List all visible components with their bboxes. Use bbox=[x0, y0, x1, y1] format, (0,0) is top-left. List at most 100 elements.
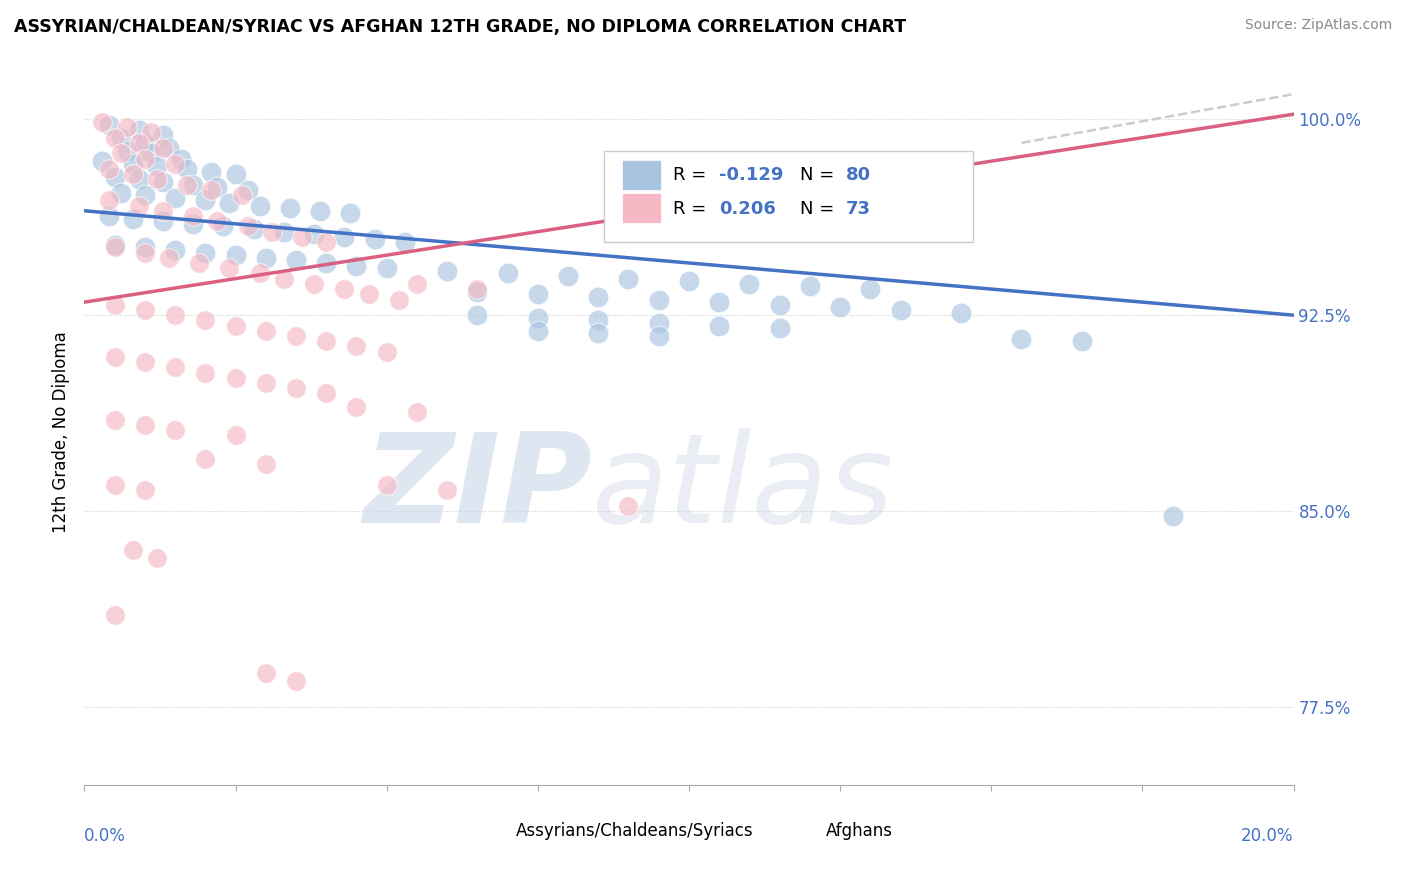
Point bbox=[309, 203, 332, 218]
Text: R =: R = bbox=[673, 200, 713, 218]
Text: Afghans: Afghans bbox=[825, 822, 893, 839]
Point bbox=[302, 227, 325, 242]
Point bbox=[950, 305, 973, 319]
Point bbox=[139, 126, 162, 140]
Text: 20.0%: 20.0% bbox=[1241, 827, 1294, 846]
Point bbox=[285, 253, 308, 268]
Point bbox=[91, 115, 114, 129]
Point bbox=[333, 230, 356, 244]
Point bbox=[799, 279, 821, 293]
Point bbox=[115, 144, 138, 158]
Point bbox=[165, 308, 187, 322]
Text: 80: 80 bbox=[846, 167, 872, 185]
Point bbox=[176, 161, 198, 176]
FancyBboxPatch shape bbox=[623, 193, 661, 223]
FancyBboxPatch shape bbox=[474, 822, 512, 840]
Point bbox=[194, 194, 217, 208]
Text: R =: R = bbox=[673, 167, 713, 185]
Point bbox=[225, 167, 247, 181]
Point bbox=[225, 428, 247, 442]
Point bbox=[357, 287, 380, 301]
Point bbox=[134, 245, 156, 260]
Point bbox=[496, 267, 519, 281]
Point bbox=[128, 123, 150, 137]
Point bbox=[121, 157, 143, 171]
Point bbox=[285, 329, 308, 343]
Point bbox=[527, 324, 550, 338]
Point bbox=[467, 308, 489, 322]
Point bbox=[194, 366, 217, 380]
Point bbox=[527, 310, 550, 325]
Point bbox=[165, 157, 187, 171]
Point bbox=[128, 172, 150, 186]
Point bbox=[165, 360, 187, 375]
Point bbox=[225, 318, 247, 333]
Point bbox=[254, 324, 277, 338]
Point bbox=[291, 230, 314, 244]
Point bbox=[830, 301, 852, 315]
Point bbox=[139, 146, 162, 161]
Point bbox=[165, 191, 187, 205]
Point bbox=[406, 277, 429, 291]
Point bbox=[97, 118, 120, 132]
Point bbox=[146, 172, 169, 186]
Point bbox=[181, 178, 204, 192]
Point bbox=[249, 267, 271, 281]
FancyBboxPatch shape bbox=[782, 822, 820, 840]
Point bbox=[617, 499, 640, 513]
Point bbox=[218, 196, 240, 211]
Point bbox=[588, 290, 610, 304]
Point bbox=[254, 665, 277, 680]
Point bbox=[146, 160, 169, 174]
Point bbox=[104, 298, 127, 312]
Point bbox=[738, 277, 761, 291]
Text: Assyrians/Chaldeans/Syriacs: Assyrians/Chaldeans/Syriacs bbox=[516, 822, 754, 839]
Point bbox=[859, 282, 882, 296]
Point bbox=[134, 302, 156, 317]
Text: N =: N = bbox=[800, 200, 841, 218]
Point bbox=[218, 261, 240, 276]
Text: Source: ZipAtlas.com: Source: ZipAtlas.com bbox=[1244, 18, 1392, 32]
Point bbox=[110, 130, 132, 145]
Point bbox=[406, 405, 429, 419]
Point bbox=[388, 293, 411, 307]
Point bbox=[194, 451, 217, 466]
Point bbox=[152, 175, 174, 189]
Point bbox=[104, 412, 127, 426]
Point bbox=[225, 371, 247, 385]
FancyBboxPatch shape bbox=[623, 160, 661, 189]
Point bbox=[134, 483, 156, 497]
Point bbox=[97, 209, 120, 223]
Text: 0.0%: 0.0% bbox=[84, 827, 127, 846]
Point bbox=[557, 268, 579, 283]
Point bbox=[104, 350, 127, 364]
Text: ZIP: ZIP bbox=[364, 428, 592, 549]
Point bbox=[709, 295, 731, 310]
Point bbox=[121, 543, 143, 558]
Point bbox=[890, 302, 912, 317]
Point bbox=[134, 417, 156, 432]
Point bbox=[212, 219, 235, 234]
Point bbox=[176, 178, 198, 192]
Point bbox=[104, 237, 127, 252]
Point bbox=[648, 293, 671, 307]
Point bbox=[769, 298, 792, 312]
Text: ASSYRIAN/CHALDEAN/SYRIAC VS AFGHAN 12TH GRADE, NO DIPLOMA CORRELATION CHART: ASSYRIAN/CHALDEAN/SYRIAC VS AFGHAN 12TH … bbox=[14, 18, 907, 36]
Point bbox=[152, 214, 174, 228]
Point bbox=[104, 240, 127, 254]
Point bbox=[134, 240, 156, 254]
Point bbox=[157, 251, 180, 265]
Point bbox=[254, 251, 277, 265]
Point bbox=[527, 287, 550, 301]
Point bbox=[165, 423, 187, 437]
Point bbox=[134, 152, 156, 166]
Point bbox=[134, 188, 156, 202]
Point bbox=[467, 282, 489, 296]
Text: -0.129: -0.129 bbox=[720, 167, 783, 185]
Text: 73: 73 bbox=[846, 200, 872, 218]
Point bbox=[339, 206, 361, 220]
Point bbox=[104, 608, 127, 623]
Point bbox=[254, 457, 277, 471]
Point bbox=[678, 274, 700, 288]
Point bbox=[588, 313, 610, 327]
